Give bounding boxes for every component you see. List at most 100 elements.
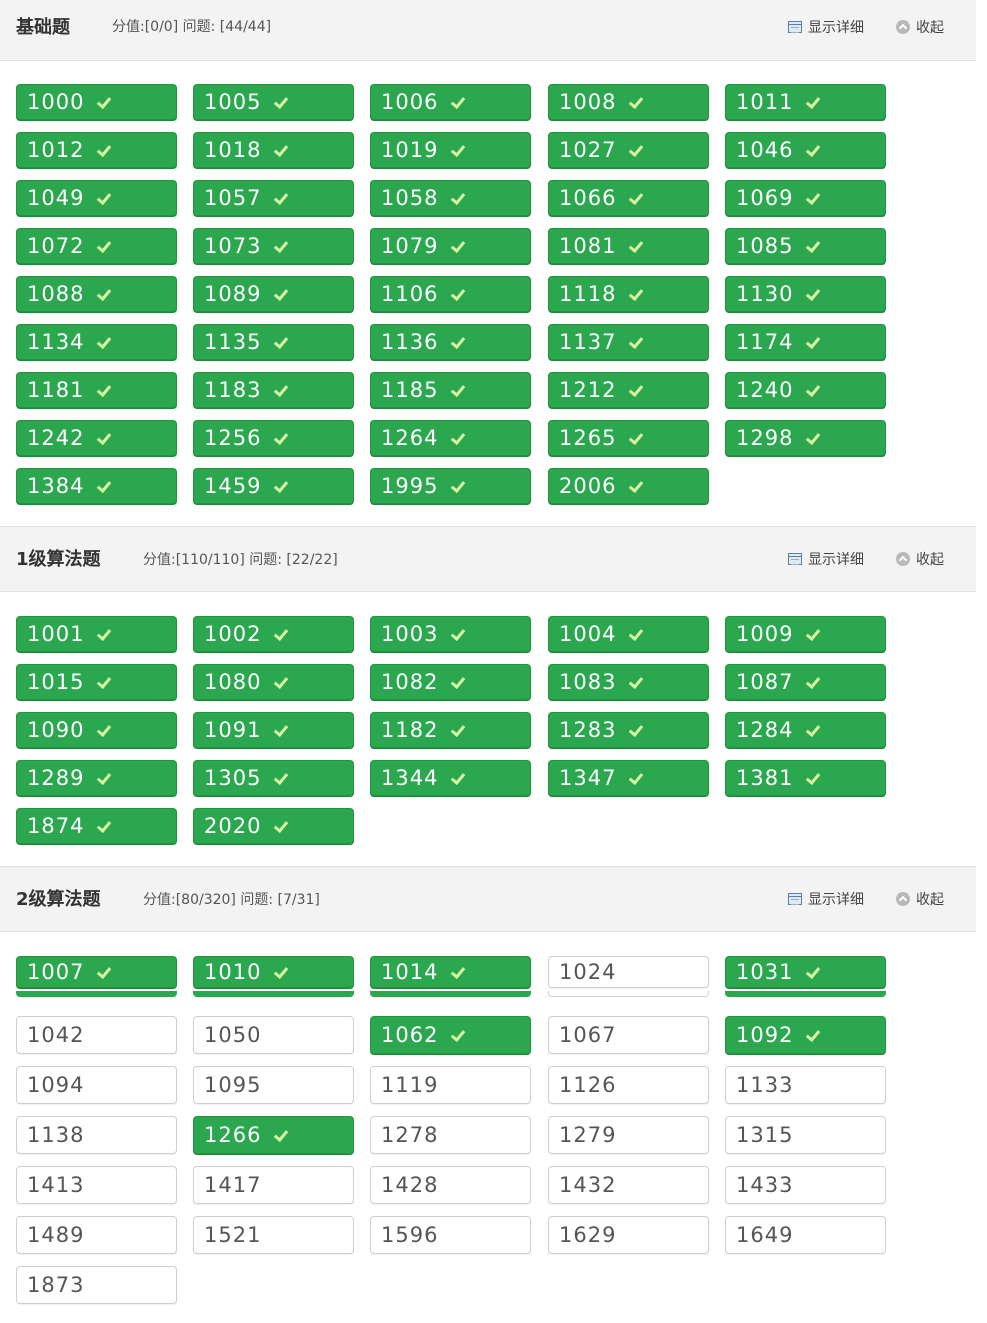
problem-button[interactable]: 1596	[370, 1216, 531, 1254]
problem-button[interactable]: 1057	[193, 180, 354, 216]
problem-button[interactable]: 1119	[370, 1066, 531, 1104]
problem-button[interactable]: 1459	[193, 468, 354, 504]
show-details-button[interactable]: 显示详细	[788, 17, 864, 37]
problem-button[interactable]: 1015	[16, 664, 177, 700]
problem-button[interactable]: 1133	[725, 1066, 886, 1104]
problem-button[interactable]: 1118	[548, 276, 709, 312]
problem-button[interactable]: 1135	[193, 324, 354, 360]
problem-button[interactable]: 1082	[370, 664, 531, 700]
problem-button[interactable]: 1432	[548, 1166, 709, 1204]
problem-button[interactable]: 1062	[370, 1016, 531, 1054]
problem-button[interactable]: 1874	[16, 808, 177, 844]
problem-button[interactable]: 1050	[193, 1016, 354, 1054]
collapse-button[interactable]: 收起	[896, 549, 944, 569]
problem-button[interactable]: 1433	[725, 1166, 886, 1204]
problem-button[interactable]: 1417	[193, 1166, 354, 1204]
problem-button[interactable]: 1256	[193, 420, 354, 456]
problem-button[interactable]: 1079	[370, 228, 531, 264]
problem-button[interactable]: 1489	[16, 1216, 177, 1254]
problem-button[interactable]: 1049	[16, 180, 177, 216]
problem-button[interactable]: 1298	[725, 420, 886, 456]
problem-button[interactable]: 1106	[370, 276, 531, 312]
problem-button[interactable]: 1126	[548, 1066, 709, 1104]
problem-button[interactable]: 1083	[548, 664, 709, 700]
problem-button[interactable]: 1315	[725, 1116, 886, 1154]
problem-button[interactable]: 1284	[725, 712, 886, 748]
problem-button[interactable]: 1995	[370, 468, 531, 504]
problem-button[interactable]: 1095	[193, 1066, 354, 1104]
problem-button[interactable]: 1278	[370, 1116, 531, 1154]
problem-button[interactable]: 1265	[548, 420, 709, 456]
problem-button[interactable]: 1289	[16, 760, 177, 796]
problem-button[interactable]: 1649	[725, 1216, 886, 1254]
problem-button[interactable]: 1067	[548, 1016, 709, 1054]
problem-button[interactable]: 1305	[193, 760, 354, 796]
problem-button[interactable]: 1344	[370, 760, 531, 796]
problem-button[interactable]: 1130	[725, 276, 886, 312]
problem-button[interactable]: 1012	[16, 132, 177, 168]
problem-button[interactable]: 1242	[16, 420, 177, 456]
problem-button[interactable]: 1018	[193, 132, 354, 168]
problem-button[interactable]: 1005	[193, 84, 354, 120]
problem-button[interactable]: 1031	[725, 956, 886, 988]
problem-button[interactable]: 1011	[725, 84, 886, 120]
problem-button[interactable]: 1088	[16, 276, 177, 312]
show-details-button[interactable]: 显示详细	[788, 889, 864, 909]
problem-button[interactable]: 2006	[548, 468, 709, 504]
problem-button[interactable]: 1087	[725, 664, 886, 700]
problem-button[interactable]: 1014	[370, 956, 531, 988]
problem-button[interactable]: 1183	[193, 372, 354, 408]
collapse-button[interactable]: 收起	[896, 17, 944, 37]
problem-button[interactable]: 1521	[193, 1216, 354, 1254]
problem-button[interactable]: 1008	[548, 84, 709, 120]
problem-button[interactable]: 1002	[193, 616, 354, 652]
problem-button[interactable]: 1873	[16, 1266, 177, 1304]
problem-button[interactable]: 1024	[548, 956, 709, 988]
problem-button[interactable]: 1091	[193, 712, 354, 748]
problem-button[interactable]: 1134	[16, 324, 177, 360]
problem-button[interactable]: 1212	[548, 372, 709, 408]
problem-button[interactable]: 1046	[725, 132, 886, 168]
problem-button[interactable]: 1138	[16, 1116, 177, 1154]
problem-button[interactable]: 1094	[16, 1066, 177, 1104]
problem-button[interactable]: 1181	[16, 372, 177, 408]
problem-button[interactable]: 1085	[725, 228, 886, 264]
problem-button[interactable]: 1283	[548, 712, 709, 748]
problem-button[interactable]: 1058	[370, 180, 531, 216]
problem-button[interactable]: 1266	[193, 1116, 354, 1154]
problem-button[interactable]: 2020	[193, 808, 354, 844]
problem-button[interactable]: 1240	[725, 372, 886, 408]
problem-button[interactable]: 1081	[548, 228, 709, 264]
problem-button[interactable]: 1066	[548, 180, 709, 216]
problem-button[interactable]: 1089	[193, 276, 354, 312]
problem-button[interactable]: 1136	[370, 324, 531, 360]
problem-button[interactable]: 1080	[193, 664, 354, 700]
problem-button[interactable]: 1073	[193, 228, 354, 264]
problem-button[interactable]: 1092	[725, 1016, 886, 1054]
problem-button[interactable]: 1090	[16, 712, 177, 748]
problem-button[interactable]: 1185	[370, 372, 531, 408]
problem-button[interactable]: 1384	[16, 468, 177, 504]
problem-button[interactable]: 1019	[370, 132, 531, 168]
problem-button[interactable]: 1413	[16, 1166, 177, 1204]
problem-button[interactable]: 1010	[193, 956, 354, 988]
problem-button[interactable]: 1137	[548, 324, 709, 360]
problem-button[interactable]: 1001	[16, 616, 177, 652]
problem-button[interactable]: 1264	[370, 420, 531, 456]
problem-button[interactable]: 1629	[548, 1216, 709, 1254]
problem-button[interactable]: 1072	[16, 228, 177, 264]
problem-button[interactable]: 1347	[548, 760, 709, 796]
collapse-button[interactable]: 收起	[896, 889, 944, 909]
problem-button[interactable]: 1428	[370, 1166, 531, 1204]
show-details-button[interactable]: 显示详细	[788, 549, 864, 569]
problem-button[interactable]: 1007	[16, 956, 177, 988]
problem-button[interactable]: 1174	[725, 324, 886, 360]
problem-button[interactable]: 1004	[548, 616, 709, 652]
problem-button[interactable]: 1381	[725, 760, 886, 796]
problem-button[interactable]: 1279	[548, 1116, 709, 1154]
problem-button[interactable]: 1069	[725, 180, 886, 216]
problem-button[interactable]: 1009	[725, 616, 886, 652]
problem-button[interactable]: 1182	[370, 712, 531, 748]
problem-button[interactable]: 1006	[370, 84, 531, 120]
problem-button[interactable]: 1027	[548, 132, 709, 168]
